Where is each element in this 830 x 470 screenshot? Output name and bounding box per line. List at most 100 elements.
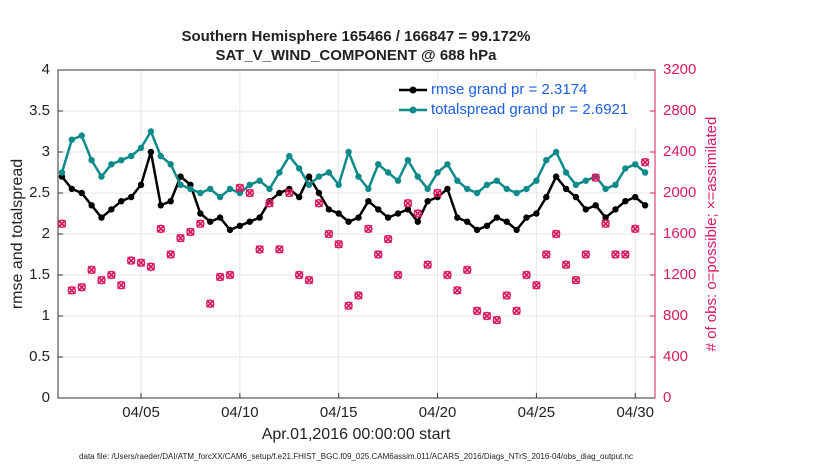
y2-tick-label: 1600	[663, 225, 696, 242]
obs-possible	[423, 260, 432, 269]
point	[286, 152, 293, 160]
y-tick-label: 1.5	[29, 266, 50, 283]
obs-assimilated	[611, 250, 620, 259]
footnote: data file: /Users/raeder/DAI/ATM_forcXX/…	[79, 452, 633, 461]
obs-assimilated	[344, 301, 353, 310]
obs-possible	[581, 250, 591, 259]
point	[375, 161, 382, 168]
point	[345, 218, 352, 225]
obs-assimilated	[482, 311, 492, 321]
obs-assimilated	[374, 250, 383, 259]
point	[236, 222, 244, 229]
obs-assimilated	[107, 270, 116, 280]
point	[384, 214, 392, 221]
point	[414, 173, 421, 180]
point	[592, 202, 599, 209]
y2-tick-label: 800	[663, 307, 688, 324]
y-tick-label: 0	[42, 389, 50, 406]
obs-possible	[522, 270, 531, 280]
point	[483, 181, 491, 188]
legend-marker	[409, 106, 417, 114]
point	[602, 214, 609, 221]
point	[266, 185, 273, 193]
point	[473, 189, 481, 197]
point	[98, 173, 105, 180]
y-tick-label: 1	[42, 307, 50, 324]
point	[454, 214, 461, 221]
obs-assimilated	[492, 315, 501, 325]
point	[513, 226, 520, 234]
point	[464, 218, 471, 225]
y2-tick-label: 2400	[663, 143, 696, 160]
point	[493, 177, 501, 184]
point	[78, 132, 85, 139]
obs-assimilated	[176, 233, 185, 243]
obs-possible	[453, 286, 462, 295]
obs-possible	[344, 301, 353, 310]
obs-possible	[205, 299, 215, 308]
x-tick-label: 04/25	[518, 404, 556, 421]
obs-assimilated	[621, 250, 630, 259]
point	[543, 193, 550, 201]
point	[58, 169, 66, 176]
point	[543, 157, 550, 164]
point	[276, 189, 283, 197]
point	[246, 181, 253, 188]
obs-possible	[591, 173, 600, 182]
obs-possible	[314, 199, 324, 208]
point	[295, 165, 303, 172]
obs-possible	[502, 291, 511, 300]
obs-possible	[176, 233, 185, 243]
point	[424, 198, 431, 205]
point	[632, 161, 639, 168]
point	[325, 206, 333, 213]
point	[108, 161, 115, 168]
obs-assimilated	[393, 270, 403, 280]
point	[187, 185, 194, 193]
obs-possible	[156, 224, 166, 234]
point	[562, 169, 570, 176]
y2-axis-label: # of obs: o=possible; ×=assimilated	[703, 117, 720, 352]
obs-possible	[245, 188, 255, 198]
obs-possible	[561, 260, 571, 269]
obs-assimilated	[591, 173, 600, 182]
point	[137, 181, 145, 188]
point	[157, 152, 164, 160]
obs-possible	[225, 270, 235, 280]
y2-tick-label: 1200	[663, 266, 696, 283]
obs-possible	[57, 219, 67, 228]
obs-assimilated	[640, 158, 650, 167]
legend-marker	[409, 86, 417, 94]
obs-assimilated	[601, 219, 610, 228]
y2-tick-label: 2000	[663, 184, 696, 201]
point	[355, 173, 362, 180]
x-axis-label: Apr.01,2016 00:00:00 start	[262, 426, 451, 443]
obs-assimilated	[364, 224, 373, 234]
y2-tick-label: 2800	[663, 102, 696, 119]
obs-assimilated	[156, 224, 165, 234]
obs-possible	[255, 245, 264, 254]
point	[98, 214, 105, 221]
obs-possible	[87, 265, 96, 275]
legend-label: totalspread grand pr = 2.6921	[431, 101, 628, 118]
obs-assimilated	[127, 256, 136, 265]
y-tick-label: 4	[42, 61, 50, 78]
obs-assimilated	[275, 245, 284, 254]
obs-assimilated	[403, 199, 413, 208]
x-tick-label: 04/30	[616, 404, 654, 421]
point	[483, 222, 491, 229]
obs-possible	[640, 158, 650, 167]
point	[226, 226, 234, 234]
obs-assimilated	[522, 270, 531, 280]
point	[365, 185, 372, 193]
point	[325, 169, 333, 176]
point	[641, 169, 649, 176]
point	[612, 181, 619, 188]
obs-possible	[443, 270, 452, 280]
point	[523, 214, 530, 221]
point	[602, 185, 609, 193]
obs-possible	[285, 188, 294, 198]
obs-possible	[433, 188, 442, 198]
obs-possible	[482, 311, 492, 321]
obs-possible	[393, 270, 403, 280]
